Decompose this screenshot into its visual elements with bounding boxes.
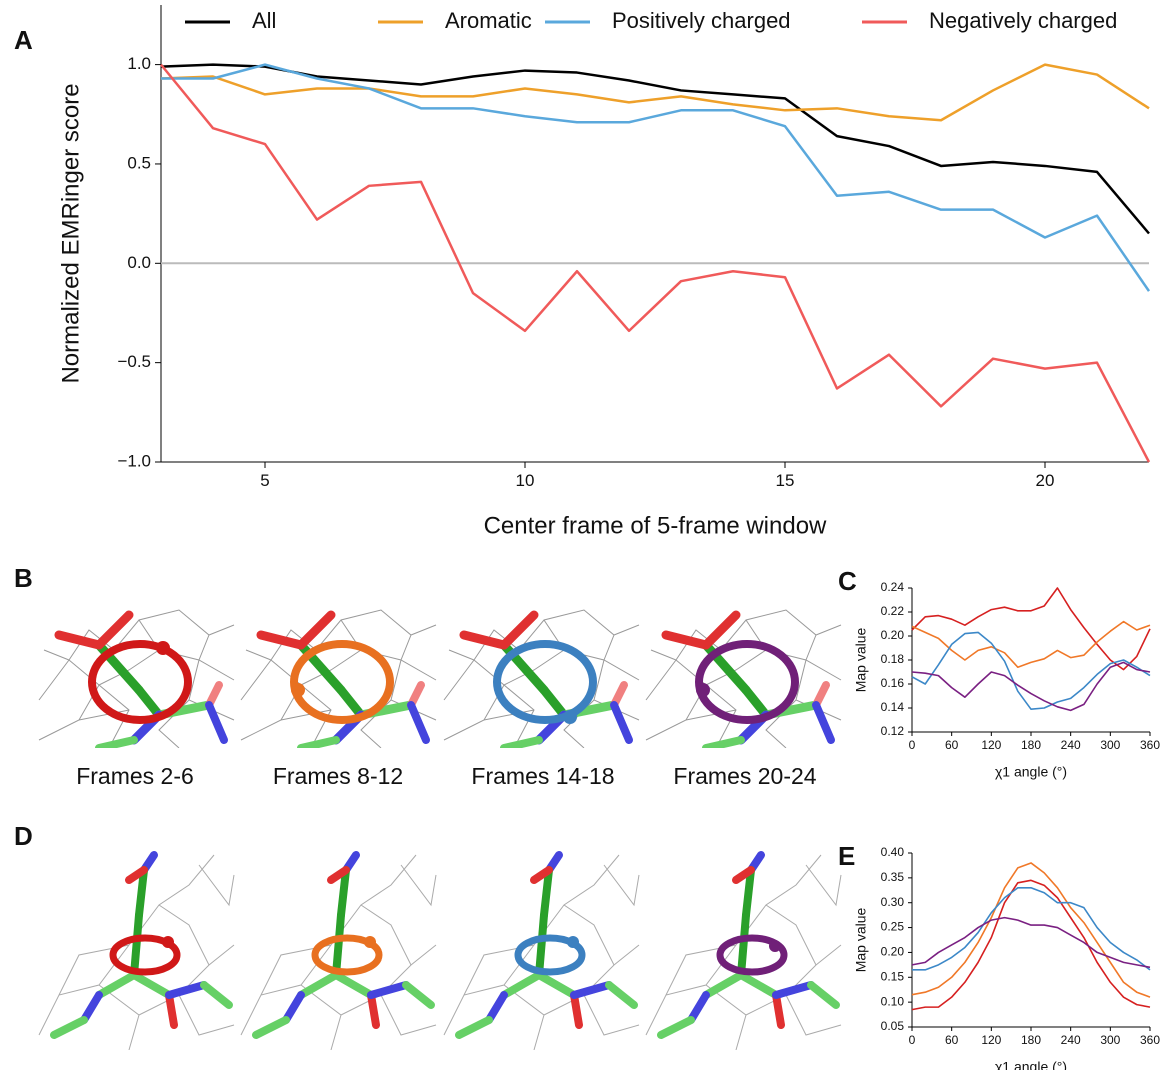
panel-label: D: [14, 821, 33, 851]
ring-marker: [563, 710, 577, 724]
y-tick-label: 0.16: [881, 676, 905, 690]
x-tick-label: 180: [1021, 738, 1041, 752]
x-axis-label: χ1 angle (°): [995, 1059, 1067, 1070]
x-tick-label: 60: [945, 738, 959, 752]
y-tick-label: 0.40: [881, 845, 905, 859]
x-tick-label: 300: [1100, 738, 1120, 752]
x-tick-label: 0: [909, 1033, 916, 1047]
panel-label: A: [14, 25, 33, 55]
panel-label: B: [14, 563, 33, 593]
x-tick-label: 240: [1061, 738, 1081, 752]
series-line: [912, 662, 1150, 710]
y-tick-label: 0.30: [881, 895, 905, 909]
ring-marker: [364, 936, 376, 948]
x-tick-label: 360: [1140, 1033, 1160, 1047]
rotamer-ring: [294, 644, 390, 720]
ring-marker: [696, 683, 710, 697]
legend-label: All: [252, 8, 276, 33]
x-tick-label: 120: [981, 738, 1001, 752]
panel-label: E: [838, 841, 855, 871]
structure-image: [241, 610, 436, 748]
rotamer-ring: [92, 644, 188, 720]
x-tick-label: 360: [1140, 738, 1160, 752]
x-tick-label: 60: [945, 1033, 959, 1047]
structure-image: [241, 855, 436, 1050]
image-caption: Frames 2-6: [76, 763, 194, 789]
legend-label: Aromatic: [445, 8, 532, 33]
ring-marker: [291, 683, 305, 697]
legend-label: Negatively charged: [929, 8, 1117, 33]
y-axis-label: Map value: [853, 627, 869, 692]
y-axis-label: Normalized EMRinger score: [57, 83, 84, 383]
structure-image: [39, 855, 234, 1050]
structure-image: [444, 610, 639, 748]
structure-image: [646, 610, 841, 748]
y-tick-label: 0.12: [881, 724, 905, 738]
y-tick-label: 0.20: [881, 628, 905, 642]
y-tick-label: 0.5: [127, 153, 151, 172]
ring-marker: [567, 936, 579, 948]
figure: B D Frames 2-6 Frames 8-12 Frames 14-18 …: [0, 0, 1165, 1070]
y-tick-label: 0.20: [881, 945, 905, 959]
series-line: [161, 65, 1149, 121]
rotamer-ring: [497, 644, 593, 720]
y-tick-label: 0.15: [881, 969, 905, 983]
x-tick-label: 180: [1021, 1033, 1041, 1047]
x-tick-label: 15: [776, 471, 795, 490]
legend-label: Positively charged: [612, 8, 791, 33]
y-tick-label: 1.0: [127, 54, 151, 73]
y-tick-label: 0.25: [881, 920, 905, 934]
x-tick-label: 5: [260, 471, 269, 490]
x-tick-label: 120: [981, 1033, 1001, 1047]
series-line: [912, 863, 1150, 997]
y-tick-label: 0.05: [881, 1019, 905, 1033]
y-tick-label: 0.10: [881, 994, 905, 1008]
ring-marker: [156, 641, 170, 655]
x-tick-label: 240: [1061, 1033, 1081, 1047]
x-tick-label: 0: [909, 738, 916, 752]
image-caption: Frames 8-12: [273, 763, 403, 789]
y-tick-label: 0.24: [881, 580, 905, 594]
rotamer-ring: [699, 644, 795, 720]
image-caption: Frames 14-18: [471, 763, 614, 789]
structure-image: [39, 610, 234, 748]
x-axis-label: χ1 angle (°): [995, 764, 1067, 780]
y-tick-label: 0.0: [127, 253, 151, 272]
series-line: [912, 888, 1150, 970]
panel-label: C: [838, 566, 857, 596]
y-axis-label: Map value: [853, 907, 869, 972]
y-tick-label: 0.35: [881, 870, 905, 884]
ring-marker: [769, 940, 781, 952]
series-line: [912, 632, 1150, 709]
y-tick-label: 0.14: [881, 700, 905, 714]
y-tick-label: 0.22: [881, 604, 905, 618]
y-tick-label: −0.5: [117, 352, 151, 371]
structure-image: [646, 855, 841, 1050]
image-caption: Frames 20-24: [673, 763, 816, 789]
y-tick-label: 0.18: [881, 652, 905, 666]
y-tick-label: −1.0: [117, 451, 151, 470]
structure-image: [444, 855, 639, 1050]
x-tick-label: 10: [516, 471, 535, 490]
series-line: [912, 622, 1150, 668]
ring-marker: [162, 936, 174, 948]
x-tick-label: 300: [1100, 1033, 1120, 1047]
x-axis-label: Center frame of 5-frame window: [484, 512, 827, 539]
x-tick-label: 20: [1036, 471, 1055, 490]
